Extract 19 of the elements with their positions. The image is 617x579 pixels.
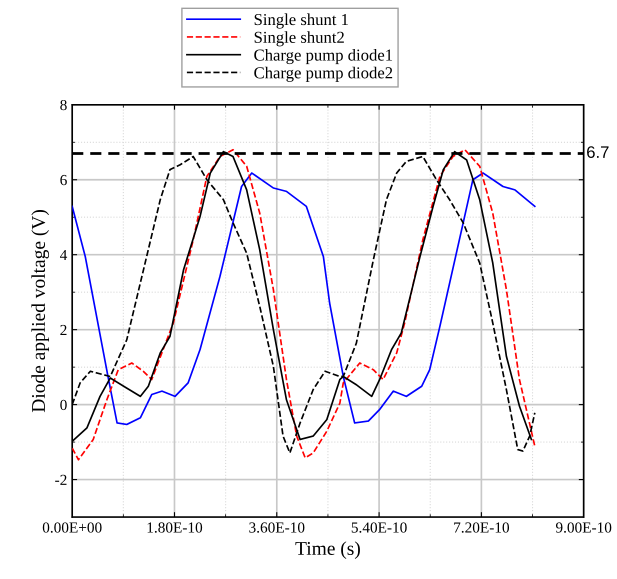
ref-line-label: 6.7 — [587, 146, 609, 158]
y-axis-title: Diode applied voltage (V) — [31, 210, 50, 412]
x-tick-label: 3.60E-10 — [249, 522, 304, 533]
y-tick-label: 0 — [60, 400, 67, 410]
y-tick-label: 4 — [60, 250, 68, 260]
x-tick-label: 1.80E-10 — [148, 522, 202, 533]
x-tick-label: 0.00E+00 — [42, 522, 102, 533]
y-tick-label: -2 — [55, 474, 66, 485]
legend-label: Charge pump diode2 — [254, 66, 392, 82]
y-tick-label: 6 — [60, 174, 67, 186]
legend-label: Charge pump diode1 — [254, 48, 392, 64]
x-axis-title: Time (s) — [295, 541, 360, 559]
y-tick-label: 8 — [60, 100, 67, 110]
x-tick-label: 7.20E-10 — [454, 522, 510, 533]
x-tick-label: 5.40E-10 — [352, 522, 407, 533]
x-tick-label: 9.00E-10 — [556, 522, 612, 533]
y-tick-label: 2 — [60, 324, 66, 335]
legend-label: Single shunt 1 — [254, 13, 348, 29]
legend-label: Single shunt2 — [254, 31, 344, 46]
